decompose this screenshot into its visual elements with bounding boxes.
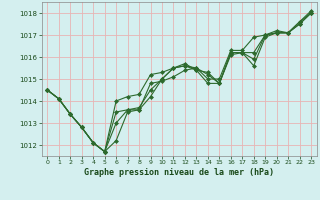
X-axis label: Graphe pression niveau de la mer (hPa): Graphe pression niveau de la mer (hPa) xyxy=(84,168,274,177)
